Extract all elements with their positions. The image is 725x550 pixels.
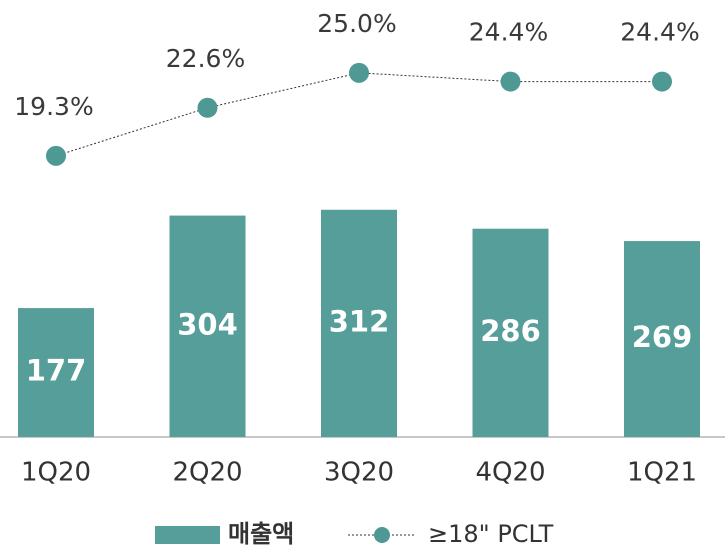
bar-value-label: 304 xyxy=(177,307,238,341)
x-tick-label: 4Q20 xyxy=(475,458,545,488)
line-point xyxy=(652,71,672,92)
bar xyxy=(624,241,700,437)
bar xyxy=(321,209,397,437)
line-value-label: 19.3% xyxy=(14,92,93,121)
x-tick-label: 1Q20 xyxy=(21,458,91,488)
x-tick-label: 3Q20 xyxy=(324,458,394,488)
line-value-label: 24.4% xyxy=(620,18,699,47)
line-point xyxy=(197,97,218,118)
line-value-label: 22.6% xyxy=(166,44,245,73)
bar xyxy=(169,215,246,437)
bar xyxy=(472,228,549,437)
line xyxy=(55,72,662,157)
bar-value-label: 269 xyxy=(632,320,693,354)
line-point xyxy=(500,71,521,92)
line-point xyxy=(46,145,66,166)
bar xyxy=(18,308,94,437)
legend-label: 매출액 xyxy=(228,520,294,548)
legend-label: ≥18" PCLT xyxy=(428,520,554,548)
x-tick-label: 2Q20 xyxy=(172,458,242,488)
legend-swatch xyxy=(155,526,220,544)
line-point xyxy=(349,62,369,83)
x-tick-label: 1Q21 xyxy=(627,458,697,488)
bar-value-label: 286 xyxy=(480,314,541,348)
legend-marker xyxy=(374,527,390,543)
line-value-label: 25.0% xyxy=(317,9,396,38)
bar-value-label: 312 xyxy=(329,304,390,338)
bar-value-label: 177 xyxy=(26,354,87,388)
line-value-label: 24.4% xyxy=(469,18,548,47)
